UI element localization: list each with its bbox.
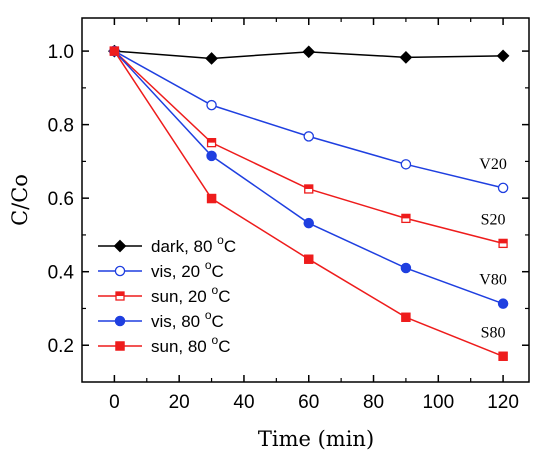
marker-fill <box>304 254 314 264</box>
legend-marker <box>113 239 127 253</box>
marker-half-fill <box>401 214 410 219</box>
legend-label: dark, 80 oC <box>151 233 236 256</box>
marker-half-fill <box>304 184 313 189</box>
legend-label: vis, 80 oC <box>151 308 224 331</box>
marker-half-fill <box>116 292 124 296</box>
series-markers <box>108 44 510 361</box>
legend-label: vis, 20 oC <box>151 258 224 281</box>
plot-frame <box>81 17 530 383</box>
y-tick-label: 0.4 <box>48 263 75 284</box>
data-point <box>399 50 413 64</box>
data-point <box>401 312 411 322</box>
data-point <box>303 131 314 142</box>
x-tick-label: 40 <box>233 392 254 413</box>
x-tick-label: 80 <box>363 392 384 413</box>
data-point <box>206 137 217 148</box>
data-point <box>400 262 412 274</box>
marker-fill <box>206 193 217 204</box>
data-point <box>206 150 217 162</box>
legend-marker <box>115 291 125 301</box>
marker-fill <box>498 351 508 361</box>
data-point <box>206 193 217 204</box>
series-line-1 <box>114 50 504 189</box>
series-lines <box>113 50 504 357</box>
data-point <box>496 49 510 63</box>
data-point <box>205 52 218 65</box>
marker-half-fill <box>207 138 216 143</box>
series-line-4 <box>113 50 504 357</box>
data-point <box>400 159 412 170</box>
x-tick-label: 0 <box>109 392 120 413</box>
y-tick-label: 0.2 <box>48 336 74 357</box>
x-tick-label: 100 <box>422 392 454 413</box>
x-tick-label: 60 <box>298 392 319 413</box>
x-axis-title: Time (min) <box>258 427 374 451</box>
y-tick-label: 0.6 <box>48 189 74 210</box>
y-tick-label: 1.0 <box>48 42 74 63</box>
legend-marker <box>114 265 126 277</box>
data-point <box>109 46 120 56</box>
marker-half-fill <box>499 239 508 244</box>
data-point <box>498 351 508 361</box>
data-point <box>302 45 316 59</box>
marker-fill <box>401 312 411 322</box>
data-point <box>497 182 509 194</box>
marker-fill <box>109 46 120 56</box>
series-line-2 <box>113 50 504 245</box>
legend-marker <box>115 341 125 351</box>
y-tick-label: 0.8 <box>48 116 74 137</box>
series-annotation: S20 <box>481 211 506 228</box>
data-point <box>304 254 314 264</box>
x-tick-label: 120 <box>487 392 519 413</box>
data-point <box>303 217 314 229</box>
legend-label: sun, 20 oC <box>151 283 230 306</box>
data-point <box>304 184 314 194</box>
marker-fill <box>115 341 125 351</box>
series-annotation: V20 <box>479 156 507 173</box>
ticks-layer: 0 20 40 60 80 100 120 0.2 0.4 0.6 0.8 1.0 <box>48 18 529 413</box>
legend-label: sun, 80 oC <box>151 333 230 356</box>
series-annotation: V80 <box>479 272 507 289</box>
series-annotation: S80 <box>481 324 506 341</box>
x-tick-label: 20 <box>169 392 190 413</box>
data-point <box>497 298 509 309</box>
data-point <box>401 213 411 224</box>
legend-marker <box>114 315 126 327</box>
series-annotations: V20 S20 V80 S80 <box>479 156 507 341</box>
data-point <box>206 99 217 111</box>
data-point <box>498 238 508 249</box>
y-axis-title: C/Co <box>8 174 32 226</box>
